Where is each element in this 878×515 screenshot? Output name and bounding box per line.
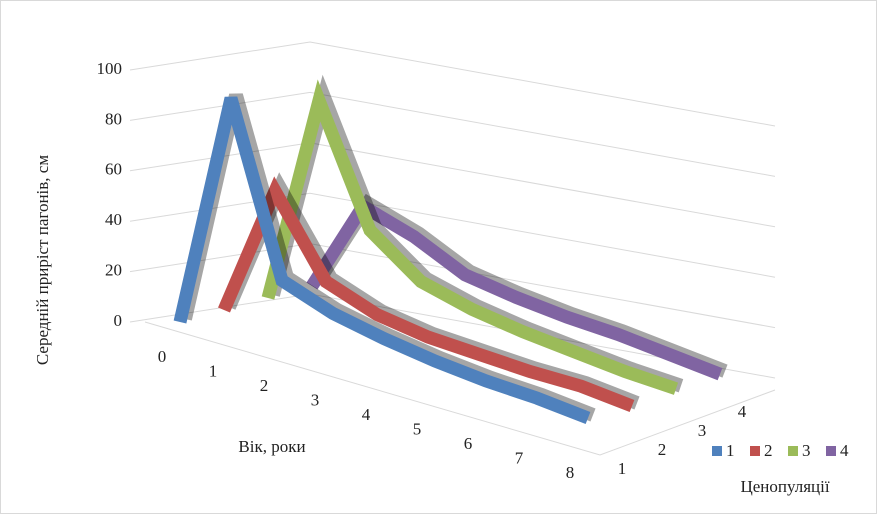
x-axis-title: Вік, роки bbox=[238, 437, 305, 456]
series-line bbox=[306, 197, 723, 381]
legend-label: 3 bbox=[802, 441, 811, 460]
legend-label: 2 bbox=[764, 441, 773, 460]
y-tick-label: 100 bbox=[97, 59, 123, 78]
floor-edge bbox=[144, 321, 776, 456]
legend-swatch bbox=[750, 446, 760, 456]
z-axis-title: Ценопуляції bbox=[740, 477, 829, 496]
y-axis-title: Середній приріст пагонів, см bbox=[33, 155, 52, 365]
x-tick-label: 1 bbox=[209, 361, 218, 380]
grid-line bbox=[129, 192, 776, 278]
z-tick-label: 1 bbox=[618, 459, 627, 478]
series-line bbox=[173, 96, 591, 425]
z-tick-label: 3 bbox=[698, 421, 707, 440]
x-tick-label: 5 bbox=[413, 419, 422, 438]
y-tick-label: 60 bbox=[105, 160, 122, 179]
y-tick-label: 20 bbox=[105, 261, 122, 280]
z-tick-label: 2 bbox=[658, 440, 667, 459]
legend-label: 4 bbox=[840, 441, 849, 460]
legend-swatch bbox=[712, 446, 722, 456]
x-tick-label: 4 bbox=[362, 405, 371, 424]
legend-swatch bbox=[788, 446, 798, 456]
z-tick-label: 4 bbox=[738, 402, 747, 421]
series-line bbox=[218, 176, 635, 413]
legend-swatch bbox=[826, 446, 836, 456]
x-tick-label: 6 bbox=[464, 434, 473, 453]
legend-label: 1 bbox=[726, 441, 735, 460]
y-tick-label: 40 bbox=[105, 210, 122, 229]
series-line bbox=[261, 79, 679, 395]
x-tick-label: 2 bbox=[260, 376, 269, 395]
grid-line bbox=[129, 41, 776, 127]
x-tick-label: 3 bbox=[311, 390, 320, 409]
y-tick-label: 0 bbox=[114, 311, 123, 330]
y-tick-label: 80 bbox=[105, 109, 122, 128]
x-tick-label: 8 bbox=[566, 463, 575, 482]
grid-line bbox=[129, 91, 776, 177]
x-tick-label: 0 bbox=[158, 347, 167, 366]
x-tick-label: 7 bbox=[515, 448, 524, 467]
